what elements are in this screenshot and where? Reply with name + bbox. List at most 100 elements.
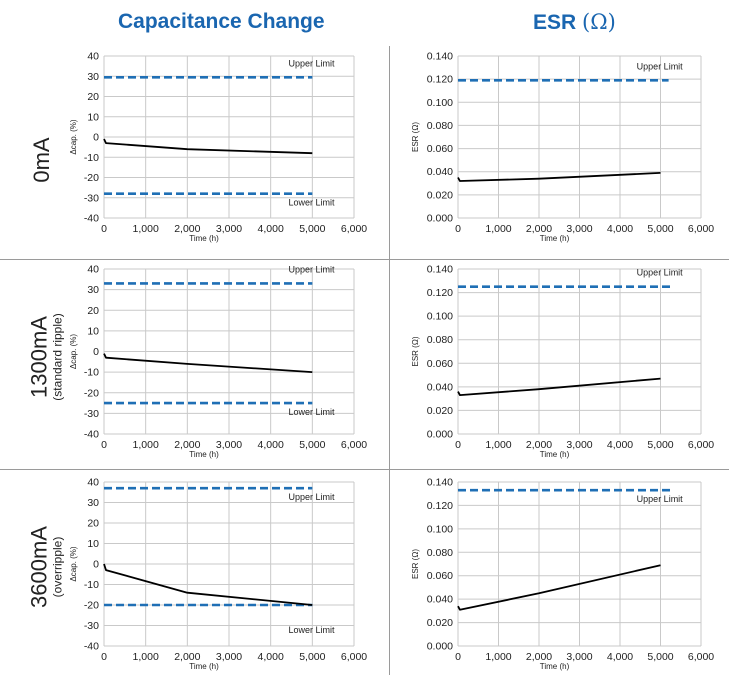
x-tick-label: 2,000: [174, 223, 200, 235]
x-tick-label: 0: [101, 439, 107, 451]
y-tick-label: 0.020: [427, 405, 453, 417]
y-tick-label: -10: [84, 367, 99, 379]
x-tick-label: 3,000: [216, 651, 242, 663]
y-tick-label: -30: [84, 192, 99, 204]
x-tick-label: 4,000: [607, 223, 633, 235]
x-tick-label: 5,000: [647, 439, 673, 451]
y-tick-label: 0.140: [427, 51, 453, 63]
y-tick-label: -40: [84, 213, 99, 225]
row-label-sub: (overripple): [50, 536, 65, 598]
x-tick-label: 4,000: [607, 439, 633, 451]
limit-label: Upper Limit: [288, 264, 335, 274]
x-tick-label: 3,000: [566, 651, 592, 663]
x-tick-label: 3,000: [566, 439, 592, 451]
row-divider-2: [0, 469, 729, 470]
data-line: [103, 138, 313, 155]
y-tick-label: 10: [87, 538, 99, 550]
esr-header-text: ESR: [533, 11, 577, 34]
x-axis-title: Time (h): [540, 662, 570, 671]
limit-label: Upper Limit: [637, 494, 684, 504]
x-tick-label: 2,000: [174, 651, 200, 663]
y-axis-title: Δcap. (%): [69, 119, 78, 154]
y-tick-label: 0.060: [427, 358, 453, 370]
y-tick-label: 0.060: [427, 143, 453, 155]
x-tick-label: 2,000: [526, 223, 552, 235]
x-tick-label: 6,000: [341, 651, 367, 663]
x-tick-label: 5,000: [299, 223, 325, 235]
y-tick-label: 40: [87, 264, 99, 276]
y-axis-title: ESR (Ω): [411, 122, 420, 152]
limit-label: Upper Limit: [288, 492, 335, 502]
row-label-main: 0mA: [28, 137, 54, 183]
y-tick-label: 0.140: [427, 477, 453, 489]
x-tick-label: 3,000: [216, 439, 242, 451]
esr-header-unit: (Ω): [582, 10, 616, 34]
y-tick-label: -20: [84, 387, 99, 399]
limit-label: Lower Limit: [288, 625, 335, 635]
row-label-main: 3600mA: [26, 526, 52, 608]
y-tick-label: -30: [84, 620, 99, 632]
x-tick-label: 3,000: [216, 223, 242, 235]
row-label-1300ma: 1300mA (standard ripple): [26, 247, 65, 467]
y-tick-label: 0.100: [427, 97, 453, 109]
x-tick-label: 6,000: [688, 223, 714, 235]
y-tick-label: 0: [93, 559, 99, 571]
x-tick-label: 0: [101, 223, 107, 235]
y-tick-label: -30: [84, 408, 99, 420]
y-tick-label: 40: [87, 477, 99, 489]
row-label-sub: (standard ripple): [50, 313, 65, 401]
x-tick-label: 6,000: [341, 223, 367, 235]
x-tick-label: 4,000: [258, 439, 284, 451]
y-tick-label: -10: [84, 152, 99, 164]
y-axis-title: Δcap. (%): [69, 334, 78, 369]
y-axis-title: ESR (Ω): [411, 336, 420, 366]
y-tick-label: 0.080: [427, 547, 453, 559]
y-tick-label: 0.120: [427, 74, 453, 86]
x-tick-label: 2,000: [526, 439, 552, 451]
x-tick-label: 0: [455, 651, 461, 663]
x-tick-label: 1,000: [485, 439, 511, 451]
x-tick-label: 3,000: [566, 223, 592, 235]
limit-label: Lower Limit: [288, 198, 335, 208]
y-tick-label: 0.140: [427, 264, 453, 276]
x-tick-label: 6,000: [688, 651, 714, 663]
y-tick-label: -10: [84, 579, 99, 591]
y-tick-label: 0.060: [427, 570, 453, 582]
x-tick-label: 1,000: [485, 651, 511, 663]
data-line: [457, 172, 661, 182]
y-tick-label: 0.080: [427, 120, 453, 132]
y-tick-label: 0.080: [427, 334, 453, 346]
limit-label: Upper Limit: [637, 268, 684, 278]
x-tick-label: 6,000: [688, 439, 714, 451]
y-tick-label: -40: [84, 429, 99, 441]
y-tick-label: 0: [93, 346, 99, 358]
x-tick-label: 1,000: [133, 651, 159, 663]
y-tick-label: 0.120: [427, 500, 453, 512]
y-tick-label: 0.000: [427, 429, 453, 441]
y-tick-label: 0.020: [427, 189, 453, 201]
y-tick-label: 30: [87, 497, 99, 509]
x-tick-label: 1,000: [133, 223, 159, 235]
x-tick-label: 6,000: [341, 439, 367, 451]
y-tick-label: 0.040: [427, 166, 453, 178]
y-tick-label: 10: [87, 111, 99, 123]
x-axis-title: Time (h): [189, 234, 219, 243]
x-tick-label: 0: [455, 223, 461, 235]
y-axis-title: ESR (Ω): [411, 549, 420, 579]
y-tick-label: -20: [84, 600, 99, 612]
x-tick-label: 5,000: [299, 651, 325, 663]
y-tick-label: 30: [87, 284, 99, 296]
y-axis-title: Δcap. (%): [69, 546, 78, 581]
limit-label: Upper Limit: [288, 58, 335, 68]
y-tick-label: -40: [84, 641, 99, 653]
y-tick-label: 0.100: [427, 311, 453, 323]
y-tick-label: 0.040: [427, 594, 453, 606]
x-tick-label: 5,000: [299, 439, 325, 451]
y-tick-label: 30: [87, 71, 99, 83]
x-axis-title: Time (h): [540, 234, 570, 243]
